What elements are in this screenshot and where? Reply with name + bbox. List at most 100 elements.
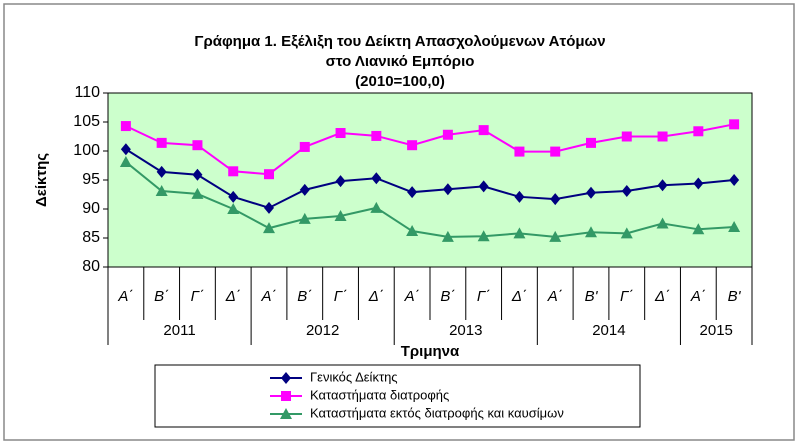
x-tick-label: Β΄ <box>297 288 312 305</box>
point <box>264 169 274 180</box>
plot-area <box>107 92 753 268</box>
point <box>586 186 596 199</box>
point <box>514 190 525 203</box>
point <box>478 180 489 193</box>
point <box>549 230 562 242</box>
point <box>478 125 489 136</box>
point <box>156 137 167 148</box>
point <box>263 222 275 234</box>
x-tick-label: Β' <box>585 288 599 305</box>
point <box>298 212 311 224</box>
legend-label: Γενικός Δείκτης <box>310 369 398 384</box>
point <box>156 165 167 178</box>
year-label: 2014 <box>592 322 625 339</box>
chart-note: (2010=100,0) <box>355 73 445 90</box>
y-axis-title: Δείκτης <box>33 153 50 207</box>
x-tick-label: Β΄ <box>154 288 169 305</box>
series-line <box>125 123 735 176</box>
point <box>228 190 239 203</box>
point <box>299 141 310 152</box>
point <box>192 140 203 151</box>
point <box>335 175 346 188</box>
point <box>729 119 740 130</box>
point <box>477 230 490 242</box>
point <box>441 230 454 242</box>
point <box>155 185 168 197</box>
point <box>585 226 597 238</box>
x-tick-label: Γ΄ <box>191 288 205 305</box>
point <box>657 131 668 142</box>
point <box>191 187 204 199</box>
x-tick-label: Γ΄ <box>477 288 491 305</box>
y-tick-label: 90 <box>82 200 100 217</box>
point <box>407 186 418 199</box>
point <box>335 128 346 139</box>
point <box>620 227 633 239</box>
y-tick-label: 95 <box>82 171 100 188</box>
x-tick-label: Α΄ <box>547 288 563 305</box>
point <box>406 225 419 237</box>
x-tick-label: Β΄ <box>440 288 455 305</box>
point <box>656 217 669 229</box>
point <box>299 183 310 196</box>
year-label: 2011 <box>163 322 195 339</box>
x-axis-title: Τριμηνα <box>401 343 460 360</box>
x-tick-label: Β' <box>728 288 742 305</box>
legend-marker <box>280 408 292 419</box>
year-label: 2013 <box>449 322 482 339</box>
chart-title: Γράφημα 1. Εξέλιξη του Δείκτη Απασχολούμ… <box>194 33 605 50</box>
year-label: 2012 <box>306 322 339 339</box>
y-tick-label: 80 <box>82 258 100 275</box>
point <box>227 203 240 214</box>
point <box>407 140 418 151</box>
x-tick-label: Δ΄ <box>368 288 384 305</box>
legend-marker <box>281 391 291 401</box>
x-tick-label: Γ΄ <box>620 288 634 305</box>
point <box>513 227 526 239</box>
point <box>550 146 561 157</box>
point <box>334 209 347 221</box>
legend-box <box>154 364 641 428</box>
chart-subtitle: στο Λιανικό Εμπόριο <box>326 53 475 70</box>
legend-label: Καταστήματα διατροφής <box>310 387 449 402</box>
point <box>192 168 203 181</box>
point <box>371 172 382 185</box>
x-tick-label: Α΄ <box>261 288 277 305</box>
point <box>729 174 740 186</box>
year-label: 2015 <box>700 322 733 339</box>
point <box>120 143 131 156</box>
y-tick-label: 110 <box>74 84 100 101</box>
x-tick-label: Δ΄ <box>654 288 670 305</box>
point <box>693 177 704 190</box>
point <box>371 130 382 141</box>
y-tick-label: 85 <box>82 229 100 246</box>
legend-label: Καταστήματα εκτός διατροφής και καυσίμων <box>310 405 564 420</box>
point <box>621 185 632 198</box>
y-tick-label: 100 <box>73 142 100 159</box>
point <box>442 183 453 196</box>
point <box>370 201 383 213</box>
point <box>692 223 705 235</box>
point <box>728 220 741 232</box>
y-tick-label: 105 <box>73 113 100 130</box>
x-tick-label: Α΄ <box>117 288 133 305</box>
point <box>621 131 632 142</box>
point <box>514 146 525 157</box>
x-tick-label: Δ΄ <box>511 288 527 305</box>
point <box>264 201 274 214</box>
legend-marker <box>281 372 291 384</box>
x-tick-label: Α΄ <box>690 288 706 305</box>
point <box>442 129 453 140</box>
point <box>228 166 239 177</box>
series-line <box>125 148 735 209</box>
point <box>586 137 596 148</box>
x-tick-label: Α΄ <box>404 288 420 305</box>
point <box>119 156 132 168</box>
series-line <box>125 161 735 238</box>
point <box>550 193 561 206</box>
point <box>693 126 704 137</box>
point <box>657 179 668 192</box>
point <box>120 121 131 132</box>
x-tick-label: Δ΄ <box>225 288 241 305</box>
